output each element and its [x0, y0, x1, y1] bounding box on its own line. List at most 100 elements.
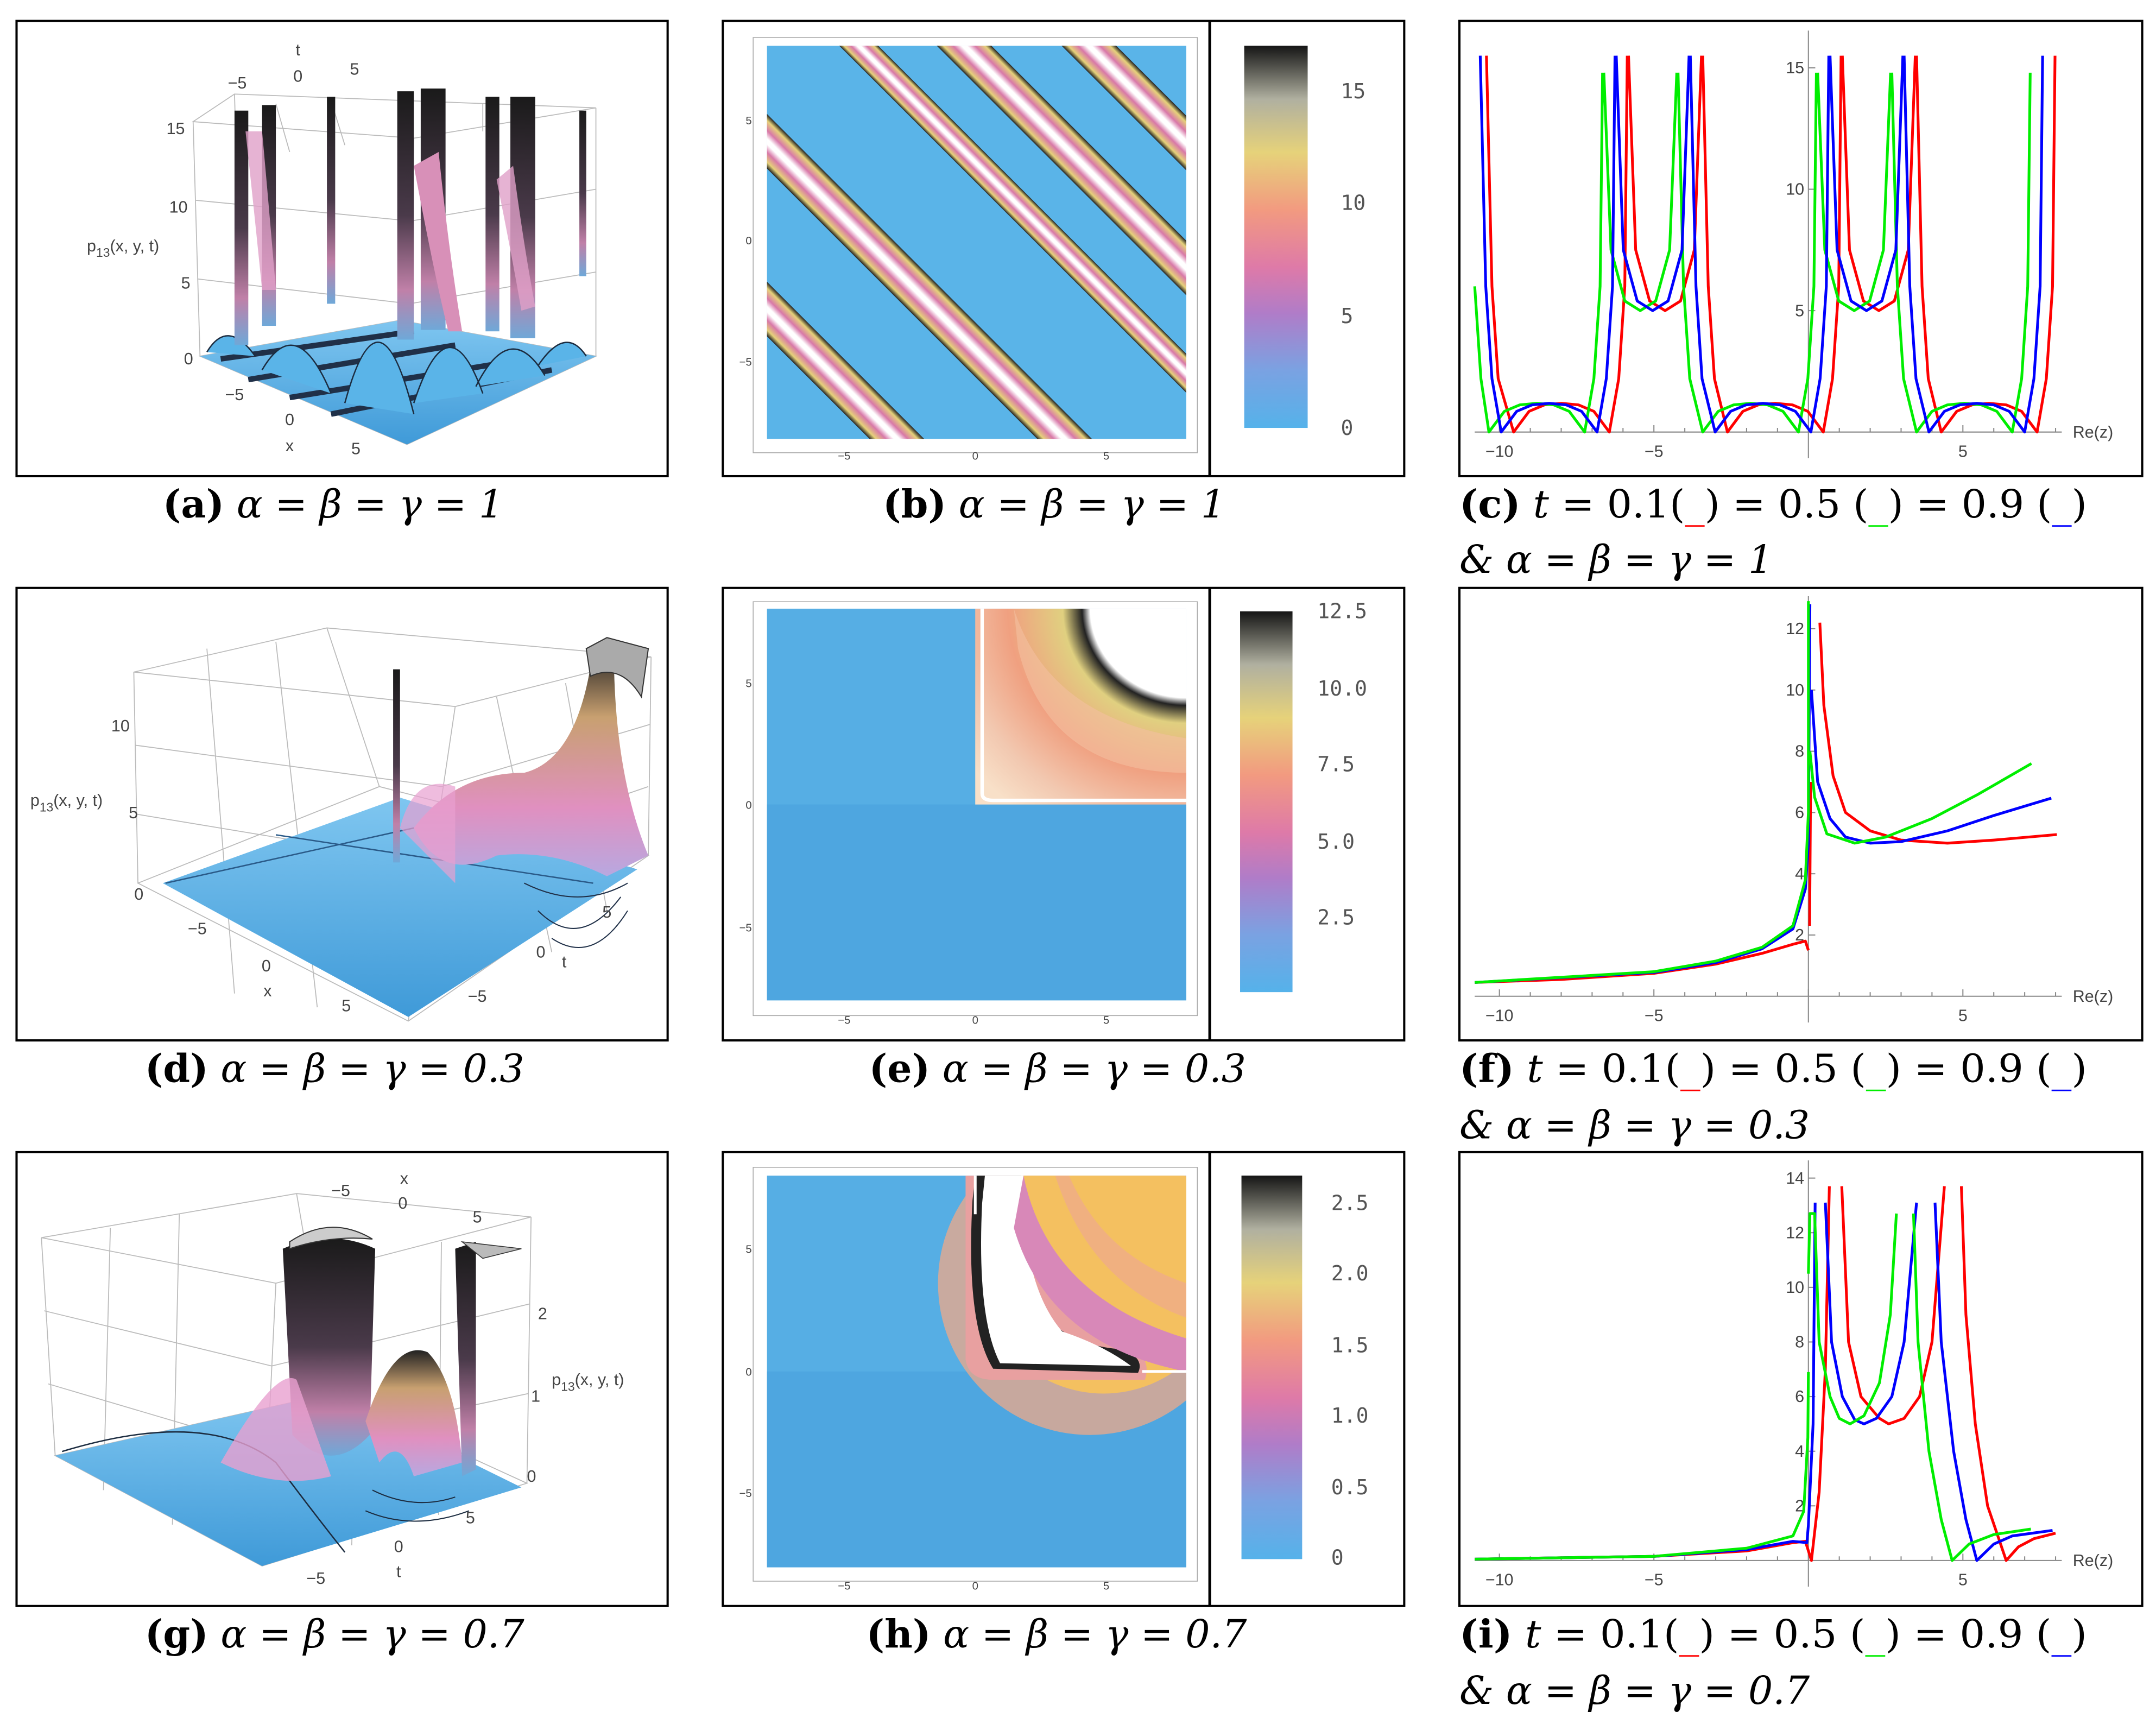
caption-label: (b)	[883, 481, 946, 527]
surface	[200, 89, 596, 445]
density-field	[767, 608, 1186, 1001]
density-field	[767, 46, 1186, 439]
z-label-args: (x, y, t)	[575, 1370, 624, 1389]
x-tick: 0	[972, 1015, 978, 1027]
t-axis-label: t	[296, 41, 301, 59]
legend-blue-mark: _	[2051, 1612, 2071, 1657]
caption-part: = 0.1(	[1543, 1046, 1680, 1091]
z-label-sub: 13	[96, 245, 110, 260]
caption-text: α = β = γ = 1	[959, 482, 1225, 527]
x-tick-label: −5	[1645, 442, 1664, 460]
caption-part: )	[2071, 1046, 2087, 1091]
z-tick: 1	[531, 1387, 540, 1406]
caption-var: t	[1525, 1612, 1541, 1657]
caption-label: (d)	[145, 1045, 208, 1091]
x-axis-label: x	[400, 1169, 408, 1188]
legend-red-mark: _	[1680, 1046, 1700, 1091]
z-axis-label: p13(x, y, t)	[30, 791, 103, 814]
legend-red-mark: _	[1685, 482, 1705, 527]
x-tick: 5	[473, 1208, 482, 1226]
plot-area: −10 −5 5 2 4 6 8 10 12 14 Re(z)	[1475, 1160, 2113, 1589]
caption-c: (c) t = 0.1(_) = 0.5 (_) = 0.9 (_) & α =…	[1459, 481, 2087, 582]
caption-i: (i) t = 0.1(_) = 0.5 (_) = 0.9 (_) & α =…	[1459, 1611, 2087, 1713]
colorbar-tick: 5	[1341, 304, 1353, 328]
y-tick-label: 12	[1786, 620, 1804, 638]
colorbar	[1241, 1176, 1303, 1559]
legend-green-mark: _	[1868, 482, 1888, 527]
colorbar-tick: 2.0	[1331, 1261, 1369, 1285]
legend-blue-mark: _	[2052, 1046, 2072, 1091]
x-axis-label: Re(z)	[2073, 987, 2113, 1006]
z-tick: 5	[129, 804, 138, 822]
z-axis-label: p13(x, y, t)	[552, 1370, 624, 1393]
legend-green-mark: _	[1866, 1046, 1886, 1091]
caption-text: α = β = γ = 1	[237, 482, 503, 527]
y-tick: −5	[739, 922, 751, 934]
x-tick: 5	[342, 997, 351, 1015]
series-line-red	[1475, 622, 2057, 984]
caption-label: (g)	[145, 1611, 208, 1657]
caption-text: α = β = γ = 0.3	[943, 1046, 1246, 1091]
panel-i-line-chart: −10 −5 5 2 4 6 8 10 12 14 Re(z)	[1458, 1151, 2144, 1607]
caption-text: α = β = γ = 0.3	[220, 1046, 524, 1091]
x-tick: −5	[838, 450, 850, 462]
y-tick: 5	[745, 678, 751, 690]
x-tick-label: −10	[1485, 442, 1514, 460]
caption-line-2: & α = β = γ = 0.3	[1459, 1102, 1810, 1147]
plot-area: −10 −5 5 2 4 6 8 10 12 Re(z)	[1475, 596, 2113, 1025]
caption-text: α = β = γ = 0.7	[220, 1612, 524, 1657]
z-label-sub: 13	[40, 800, 53, 814]
y-tick-label: 10	[1786, 681, 1804, 699]
caption-part: = 0.1(	[1549, 482, 1685, 527]
x-tick-label: −5	[1645, 1571, 1664, 1589]
x-axis-label: x	[263, 982, 271, 1000]
x-tick: −5	[838, 1580, 850, 1592]
colorbar	[1240, 611, 1293, 993]
colorbar	[1244, 46, 1308, 428]
caption-label: (a)	[163, 481, 224, 527]
legend-green-mark: _	[1866, 1612, 1886, 1657]
caption-label: (i)	[1459, 1611, 1513, 1657]
colorbar-tick: 0.5	[1331, 1475, 1369, 1499]
caption-b: (b) α = β = γ = 1	[883, 481, 1225, 527]
caption-part: )	[2072, 482, 2087, 527]
t-tick: −5	[306, 1569, 325, 1588]
caption-var: t	[1533, 482, 1550, 527]
panel-f-line-chart: −10 −5 5 2 4 6 8 10 12 Re(z)	[1458, 586, 2144, 1042]
series-line-green	[1475, 1212, 2031, 1562]
surface	[55, 1227, 522, 1567]
z-tick: 5	[181, 274, 191, 292]
y-tick-label: 2	[1795, 926, 1804, 944]
colorbar-tick: 15	[1341, 79, 1365, 103]
y-tick-label: 4	[1795, 864, 1804, 883]
x-tick: 5	[1103, 450, 1109, 462]
x-tick: 5	[1103, 1580, 1109, 1592]
t-tick: −5	[228, 74, 247, 92]
caption-label: (h)	[867, 1611, 931, 1657]
caption-part: ) = 0.9 (	[1885, 1612, 2051, 1657]
panel-frame	[1458, 586, 2144, 1042]
y-tick-label: 10	[1786, 180, 1804, 199]
panel-e-density-plot: 5 0 −5 −5 0 5 12.5 10.0 7.5 5.0 2.5	[722, 586, 1406, 1042]
colorbar-tick: 1.0	[1331, 1404, 1369, 1428]
x-tick-label: 5	[1958, 1571, 1968, 1589]
z-label-args: (x, y, t)	[53, 791, 103, 810]
caption-d: (d) α = β = γ = 0.3	[145, 1045, 524, 1091]
t-axis-label: t	[396, 1562, 401, 1581]
x-tick-label: 5	[1958, 1007, 1968, 1025]
panel-d-3d-plot: 10 5 0 p13(x, y, t) −5 0 5 x 5 0 −5 t	[15, 586, 669, 1042]
caption-part: ) = 0.5 (	[1700, 1046, 1866, 1091]
y-tick-label: 4	[1795, 1442, 1804, 1461]
y-tick: 5	[745, 115, 751, 127]
y-tick-label: 10	[1786, 1278, 1804, 1297]
plot-frame	[753, 37, 1198, 453]
y-tick: 5	[745, 1243, 751, 1255]
z-axis-label: p13(x, y, t)	[87, 237, 159, 260]
x-tick-label: 5	[1958, 442, 1968, 460]
caption-line-2: & α = β = γ = 1	[1459, 537, 1773, 582]
y-tick-label: 2	[1795, 1496, 1804, 1515]
caption-line-2: & α = β = γ = 0.7	[1459, 1668, 1810, 1713]
caption-line-1: (i) t = 0.1(_) = 0.5 (_) = 0.9 (_)	[1459, 1611, 2087, 1657]
caption-part: )	[2071, 1612, 2087, 1657]
